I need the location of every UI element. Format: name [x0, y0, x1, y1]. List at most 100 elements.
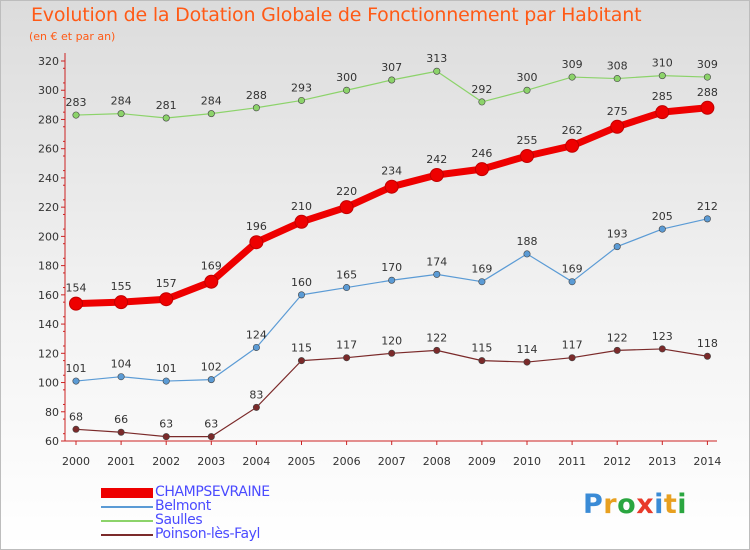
y-tick-label: 220 — [38, 201, 59, 214]
x-tick-label: 2006 — [333, 455, 361, 468]
y-tick-label: 140 — [38, 318, 59, 331]
data-label: 157 — [156, 277, 177, 290]
x-tick-label: 2014 — [693, 455, 721, 468]
logo-letter: x — [636, 489, 655, 520]
data-point — [703, 215, 711, 223]
data-point — [252, 104, 260, 112]
x-tick-label: 2009 — [468, 455, 496, 468]
data-label: 122 — [426, 331, 447, 344]
data-point — [204, 274, 219, 289]
x-tick-label: 2001 — [107, 455, 135, 468]
data-label: 220 — [336, 185, 357, 198]
data-point — [162, 433, 170, 441]
data-label: 63 — [159, 418, 173, 431]
data-point — [658, 345, 666, 353]
data-label: 275 — [607, 105, 628, 118]
legend-swatch — [101, 488, 153, 498]
data-point — [162, 377, 170, 385]
data-point — [297, 96, 305, 104]
chart-title: Evolution de la Dotation Globale de Fonc… — [31, 4, 642, 26]
data-point — [384, 179, 399, 194]
data-point — [523, 250, 531, 258]
data-point — [297, 357, 305, 365]
data-label: 102 — [201, 361, 222, 374]
data-point — [520, 149, 534, 163]
series-champsevraine: 154 155 157 169 196 210 220 234 242 246 255 262 275 2… — [66, 86, 718, 311]
data-point — [114, 295, 129, 310]
data-label: 188 — [517, 235, 538, 248]
data-point — [72, 425, 80, 433]
data-label: 309 — [562, 58, 583, 71]
data-label: 310 — [652, 57, 673, 70]
data-label: 122 — [607, 331, 628, 344]
data-point — [72, 377, 80, 385]
data-label: 313 — [426, 52, 447, 65]
data-point — [159, 292, 174, 307]
data-label: 169 — [201, 260, 222, 273]
y-tick-label: 80 — [45, 406, 59, 419]
data-point — [343, 284, 351, 292]
data-point — [613, 346, 621, 354]
data-point — [162, 114, 170, 122]
data-point — [655, 105, 670, 120]
data-label: 120 — [381, 334, 402, 347]
y-tick-label: 160 — [38, 289, 59, 302]
data-label: 63 — [204, 418, 218, 431]
x-tick-label: 2000 — [62, 455, 90, 468]
series-poinson-les-fayl: 68 66 63 63 83 115 117 120 122 115 114 117 122 123 118 — [69, 330, 718, 441]
data-label: 281 — [156, 99, 177, 112]
data-point — [433, 270, 441, 278]
data-point — [72, 111, 80, 119]
data-label: 210 — [291, 200, 312, 213]
legend-swatch — [101, 520, 153, 522]
data-label: 288 — [246, 89, 267, 102]
data-label: 196 — [246, 220, 267, 233]
x-tick-label: 2007 — [378, 455, 406, 468]
data-label: 101 — [156, 362, 177, 375]
data-label: 169 — [562, 263, 583, 276]
logo-letter: t — [663, 489, 678, 520]
series-saulles: 283 284 281 284 288 293 300 307 313 292 300 309 308 3… — [66, 52, 718, 122]
data-point — [69, 296, 83, 311]
data-point — [252, 343, 260, 351]
data-label: 255 — [517, 134, 538, 147]
series-belmont: 101 104 101 102 124 160 165 170 174 169 188 169 193 2… — [66, 200, 718, 385]
series-line — [75, 104, 708, 308]
y-tick-label: 280 — [38, 113, 59, 126]
y-tick-label: 180 — [38, 260, 59, 273]
data-point — [613, 243, 621, 251]
x-tick-label: 2008 — [423, 455, 451, 468]
data-label: 118 — [697, 337, 718, 350]
data-point — [523, 86, 531, 94]
logo-letter: o — [617, 489, 637, 520]
data-point — [565, 138, 580, 153]
data-point — [252, 403, 260, 411]
data-label: 101 — [66, 362, 87, 375]
legend-label: CHAMPSEVRAINE — [155, 484, 270, 500]
y-tick-label: 120 — [38, 347, 59, 360]
data-label: 68 — [69, 410, 83, 423]
data-label: 160 — [291, 276, 312, 289]
x-tick-label: 2003 — [197, 455, 225, 468]
y-tick-label: 60 — [45, 435, 59, 448]
logo-letter: i — [654, 489, 664, 520]
data-point — [478, 278, 486, 286]
x-tick-label: 2010 — [513, 455, 541, 468]
data-label: 292 — [471, 83, 492, 96]
data-point — [294, 214, 309, 229]
data-point — [568, 354, 576, 362]
data-point — [207, 376, 215, 384]
data-point — [297, 291, 305, 299]
legend-swatch — [101, 534, 153, 536]
data-label: 212 — [697, 200, 718, 213]
data-label: 114 — [517, 343, 538, 356]
data-point — [568, 278, 576, 286]
data-label: 234 — [381, 165, 402, 178]
data-label: 307 — [381, 61, 402, 74]
data-point — [703, 73, 711, 81]
x-tick-label: 2013 — [648, 455, 676, 468]
data-point — [429, 168, 444, 182]
data-point — [343, 354, 351, 362]
data-point — [523, 358, 531, 366]
